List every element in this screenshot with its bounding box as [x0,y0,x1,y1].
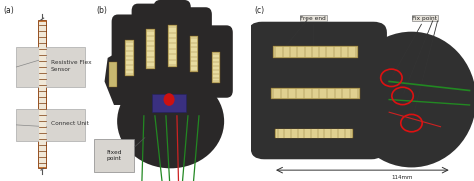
Text: (c): (c) [254,6,264,15]
Bar [168,25,176,67]
Bar [109,62,117,87]
Circle shape [164,93,174,106]
FancyBboxPatch shape [154,0,191,89]
Text: 114mm: 114mm [392,175,413,180]
FancyBboxPatch shape [251,105,385,159]
Ellipse shape [117,74,224,168]
Bar [146,29,155,69]
Bar [271,88,360,99]
FancyBboxPatch shape [246,62,396,119]
Bar [213,53,219,82]
Bar [273,46,358,58]
Bar [17,109,85,141]
Bar [190,36,198,72]
Bar [126,41,133,75]
FancyBboxPatch shape [177,7,212,92]
Bar [146,30,154,68]
Bar [212,52,220,83]
Polygon shape [105,51,135,105]
Bar [152,94,186,112]
Bar [169,26,176,66]
Text: (b): (b) [97,6,108,15]
Bar [126,40,134,76]
FancyBboxPatch shape [248,22,387,80]
FancyBboxPatch shape [93,139,135,172]
Text: Fixed
point: Fixed point [106,150,122,161]
Bar [191,37,197,71]
Text: Resistive Flex
Sensor: Resistive Flex Sensor [51,60,91,72]
Bar [276,129,352,138]
Text: Connect Unit: Connect Unit [51,121,89,127]
Bar [38,20,46,168]
Polygon shape [367,69,385,105]
FancyBboxPatch shape [200,25,233,98]
Text: Free end: Free end [301,16,326,48]
FancyBboxPatch shape [111,14,148,94]
Bar [17,47,85,87]
Bar [39,22,46,167]
Ellipse shape [347,32,474,167]
Polygon shape [367,109,385,145]
Text: Fix point: Fix point [393,16,438,75]
Bar [274,47,357,57]
Bar [275,129,354,138]
Bar [272,89,359,98]
Text: (a): (a) [4,6,14,15]
FancyBboxPatch shape [132,4,169,89]
